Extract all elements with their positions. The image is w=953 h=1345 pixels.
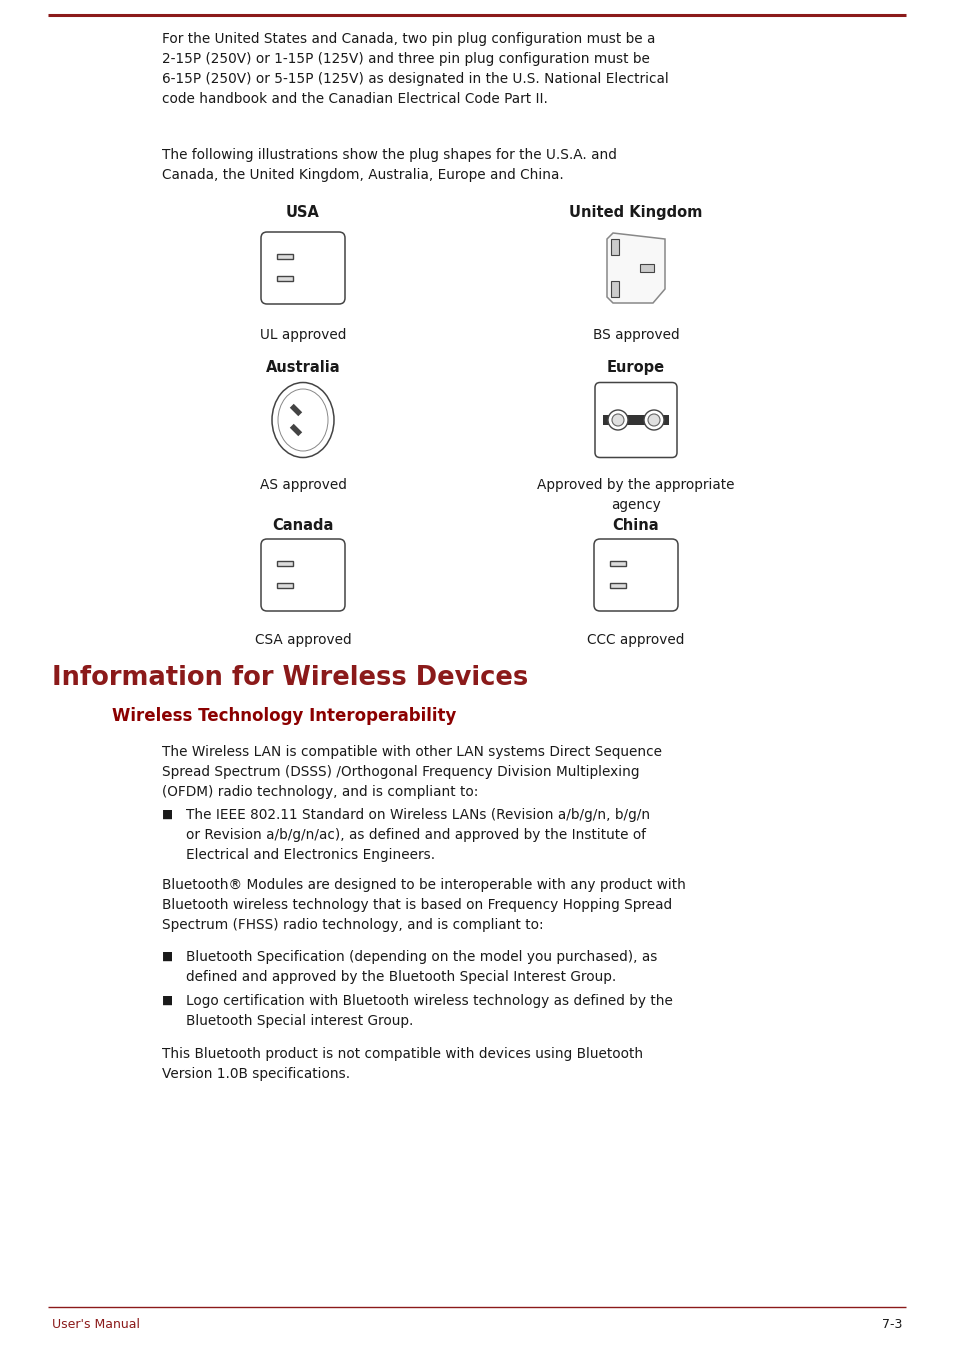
Circle shape [607, 410, 627, 430]
Text: USA: USA [286, 204, 319, 221]
Polygon shape [606, 233, 664, 303]
Text: Approved by the appropriate
agency: Approved by the appropriate agency [537, 477, 734, 512]
Text: ■: ■ [162, 808, 172, 820]
Text: United Kingdom: United Kingdom [569, 204, 702, 221]
FancyBboxPatch shape [639, 264, 654, 272]
Ellipse shape [272, 382, 334, 457]
Text: Europe: Europe [606, 360, 664, 375]
FancyBboxPatch shape [276, 582, 293, 588]
FancyBboxPatch shape [276, 253, 293, 258]
Text: The IEEE 802.11 Standard on Wireless LANs (Revision a/b/g/n, b/g/n
or Revision a: The IEEE 802.11 Standard on Wireless LAN… [186, 808, 649, 862]
Text: CSA approved: CSA approved [254, 633, 351, 647]
Text: ■: ■ [162, 994, 172, 1007]
Text: Information for Wireless Devices: Information for Wireless Devices [52, 664, 528, 691]
FancyBboxPatch shape [276, 276, 293, 281]
FancyBboxPatch shape [595, 382, 677, 457]
FancyBboxPatch shape [261, 231, 345, 304]
Ellipse shape [277, 389, 328, 451]
FancyBboxPatch shape [609, 561, 625, 565]
Text: Canada: Canada [272, 518, 334, 533]
FancyBboxPatch shape [261, 539, 345, 611]
Text: Bluetooth Specification (depending on the model you purchased), as
defined and a: Bluetooth Specification (depending on th… [186, 950, 657, 985]
FancyBboxPatch shape [610, 239, 618, 256]
Text: Logo certification with Bluetooth wireless technology as defined by the
Bluetoot: Logo certification with Bluetooth wirele… [186, 994, 672, 1028]
Text: The following illustrations show the plug shapes for the U.S.A. and
Canada, the : The following illustrations show the plu… [162, 148, 617, 182]
Text: BS approved: BS approved [592, 328, 679, 342]
FancyBboxPatch shape [610, 281, 618, 297]
FancyBboxPatch shape [594, 539, 678, 611]
Circle shape [647, 414, 659, 426]
Text: User's Manual: User's Manual [52, 1318, 140, 1332]
Text: AS approved: AS approved [259, 477, 346, 492]
Circle shape [643, 410, 663, 430]
Text: 7-3: 7-3 [881, 1318, 901, 1332]
Text: Bluetooth® Modules are designed to be interoperable with any product with
Blueto: Bluetooth® Modules are designed to be in… [162, 878, 685, 932]
Circle shape [612, 414, 623, 426]
Text: The Wireless LAN is compatible with other LAN systems Direct Sequence
Spread Spe: The Wireless LAN is compatible with othe… [162, 745, 661, 799]
FancyBboxPatch shape [276, 561, 293, 565]
Text: CCC approved: CCC approved [587, 633, 684, 647]
Bar [602, 416, 668, 425]
Text: This Bluetooth product is not compatible with devices using Bluetooth
Version 1.: This Bluetooth product is not compatible… [162, 1046, 642, 1081]
FancyBboxPatch shape [609, 582, 625, 588]
Text: ■: ■ [162, 950, 172, 963]
Text: Australia: Australia [265, 360, 340, 375]
Text: China: China [612, 518, 659, 533]
Text: Wireless Technology Interoperability: Wireless Technology Interoperability [112, 707, 456, 725]
Text: For the United States and Canada, two pin plug configuration must be a
2-15P (25: For the United States and Canada, two pi… [162, 32, 668, 106]
Text: UL approved: UL approved [259, 328, 346, 342]
